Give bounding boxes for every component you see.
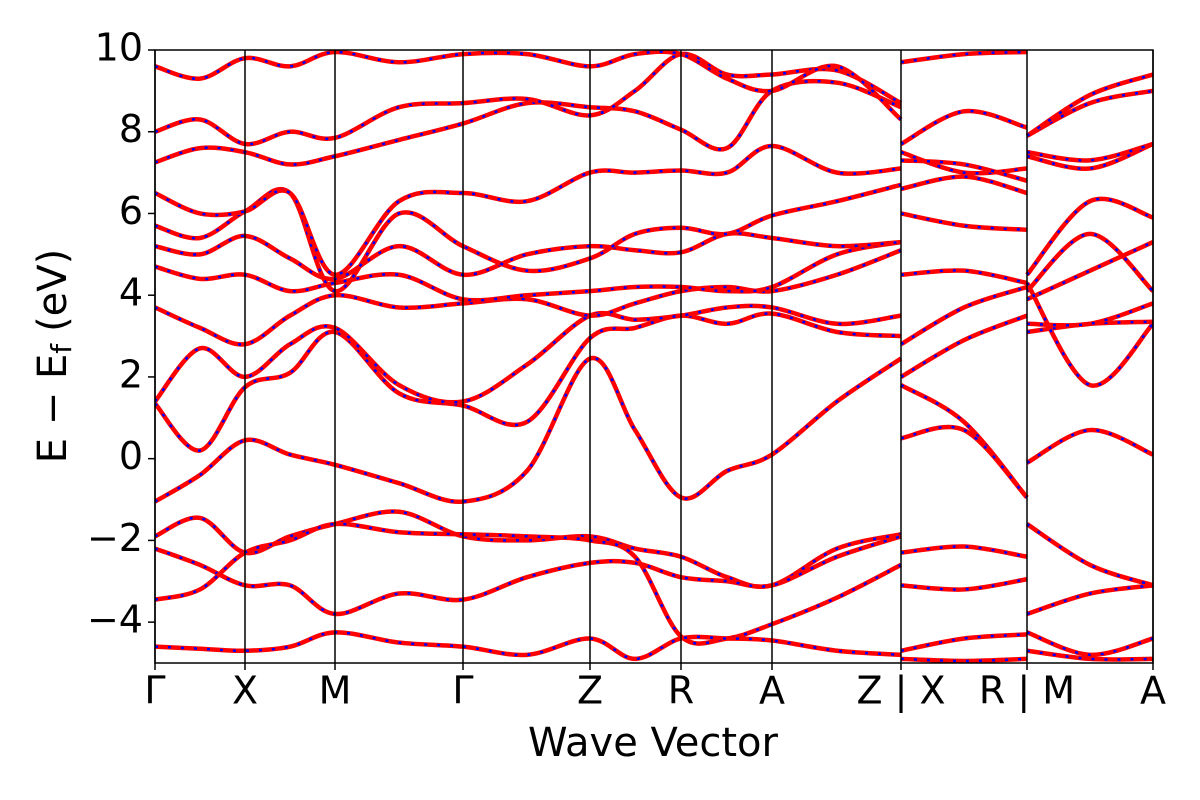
band-dash	[155, 212, 1153, 302]
y-tick-label: 8	[119, 107, 143, 151]
y-label-main: E − E	[30, 354, 76, 464]
y-tick-label: 0	[119, 434, 143, 478]
band-line	[155, 534, 1153, 617]
band-dash	[155, 312, 1153, 452]
band-dash	[155, 150, 1153, 281]
band-dash	[155, 50, 1153, 499]
y-tick-label: −4	[87, 598, 143, 642]
y-tick-label: 6	[119, 189, 143, 233]
x-tick-label: Γ	[144, 669, 165, 713]
y-axis-label: E − Ef (eV)	[30, 249, 78, 464]
band-dash	[155, 285, 1153, 404]
band-dash	[155, 52, 1153, 182]
x-tick-label: M	[319, 669, 352, 713]
x-tick-label: Z | X	[856, 669, 945, 714]
band-dash	[155, 79, 1153, 195]
band-dash	[155, 522, 1153, 657]
x-tick-label: X	[232, 669, 258, 713]
y-tick-label: 4	[119, 271, 143, 315]
band-dash	[155, 510, 1153, 589]
y-label-sub: f	[45, 343, 78, 354]
y-tick-label: 2	[119, 352, 143, 396]
band-line	[155, 355, 1153, 504]
y-label-unit: (eV)	[30, 249, 76, 332]
band-dash	[155, 356, 1153, 503]
x-tick-label: R	[668, 669, 694, 713]
x-tick-label: A	[1140, 669, 1166, 713]
x-tick-label: R | M	[979, 669, 1075, 714]
y-tick-label: 10	[95, 26, 143, 70]
x-tick-label: Z	[577, 669, 603, 713]
x-tick-label: A	[759, 669, 785, 713]
band-dash	[155, 109, 1153, 293]
plot-area	[155, 50, 1153, 663]
band-line	[155, 521, 1153, 658]
y-tick-label: −2	[87, 516, 143, 560]
band-line	[155, 509, 1153, 590]
x-axis-label: Wave Vector	[528, 720, 779, 766]
band-dash	[155, 535, 1153, 616]
band-dash	[155, 631, 1153, 663]
band-line	[155, 108, 1153, 294]
band-dash	[155, 50, 1153, 277]
x-tick-label: Γ	[452, 669, 473, 713]
